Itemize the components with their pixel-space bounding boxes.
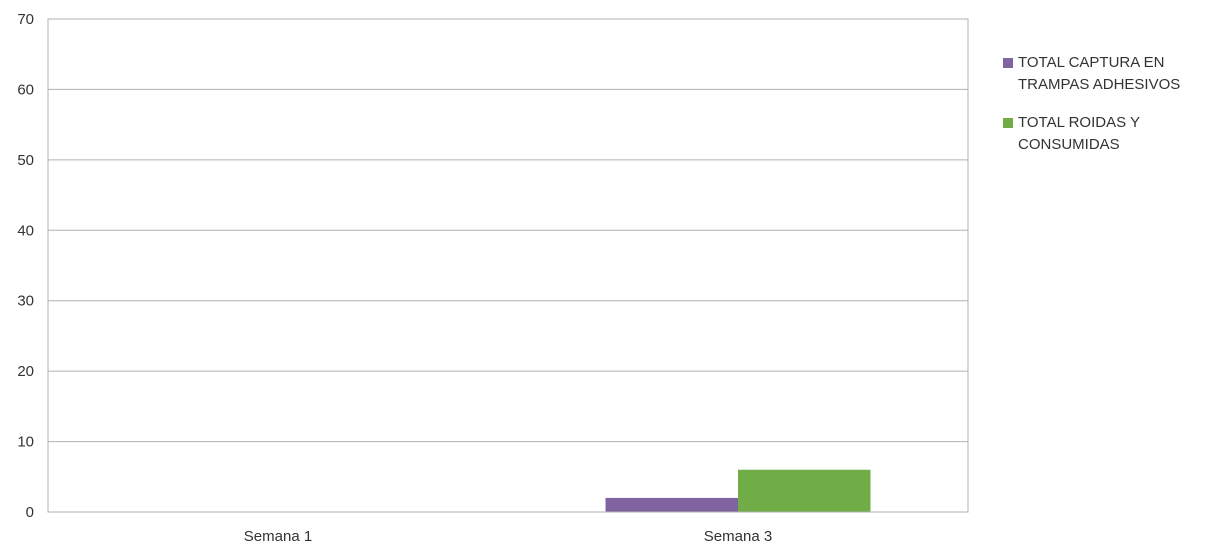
- legend-swatch: [1003, 118, 1013, 128]
- y-tick-label: 70: [17, 11, 34, 28]
- y-tick-label: 60: [17, 81, 34, 98]
- x-axis-ticks: Semana 1 Semana 3: [244, 528, 772, 545]
- bar-captura-2: [605, 497, 738, 512]
- y-tick-label: 10: [17, 434, 34, 451]
- legend-item: TOTAL CAPTURA EN TRAMPAS ADHESIVOS: [1003, 52, 1218, 96]
- y-tick-label: 50: [17, 152, 34, 169]
- legend: TOTAL CAPTURA EN TRAMPAS ADHESIVOS TOTAL …: [1003, 52, 1218, 172]
- y-axis-ticks: 0 10 20 30 40 50 60 70: [17, 11, 34, 521]
- legend-label: TOTAL ROIDAS Y CONSUMIDAS: [1018, 114, 1140, 153]
- y-tick-label: 40: [17, 222, 34, 239]
- plot-area-border: [47, 18, 969, 513]
- x-tick-label: Semana 3: [704, 528, 772, 545]
- bar-roidas-2: [738, 469, 871, 512]
- y-tick-label: 30: [17, 293, 34, 310]
- bars: [605, 469, 871, 512]
- y-tick-label: 20: [17, 363, 34, 380]
- legend-item: TOTAL ROIDAS Y CONSUMIDAS: [1003, 112, 1218, 156]
- gridlines: [48, 18, 968, 513]
- y-tick-label: 0: [26, 504, 34, 521]
- legend-swatch: [1003, 58, 1013, 68]
- x-tick-label: Semana 1: [244, 528, 312, 545]
- legend-label: TOTAL CAPTURA EN TRAMPAS ADHESIVOS: [1018, 54, 1181, 93]
